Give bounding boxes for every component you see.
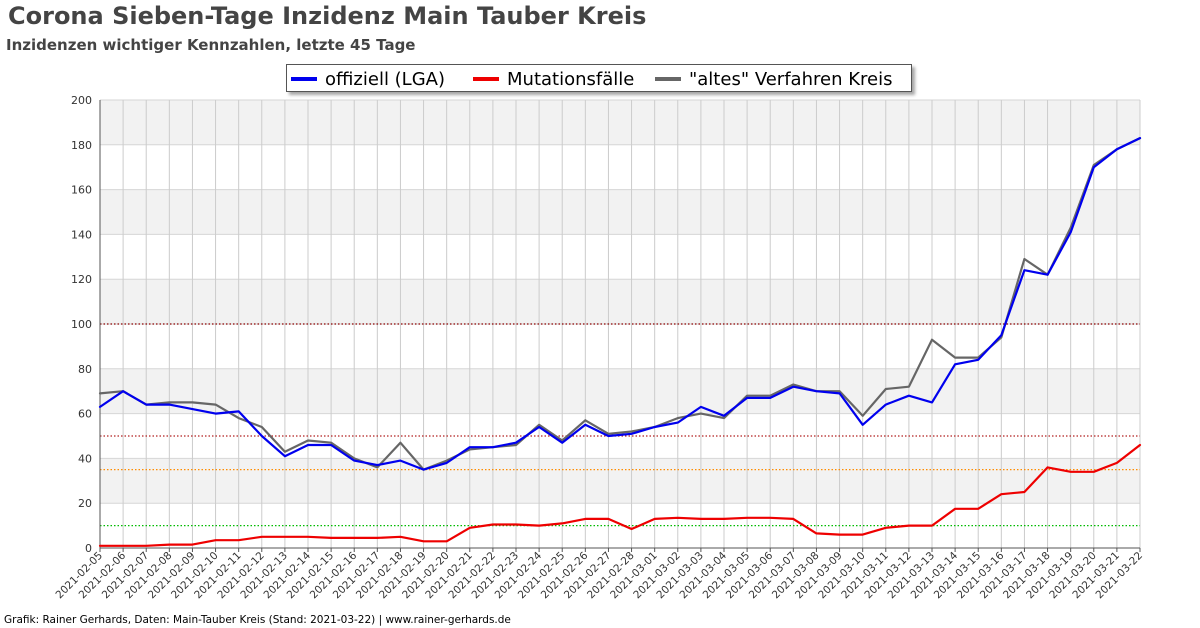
y-tick-label: 20 bbox=[78, 497, 92, 510]
series-line-2 bbox=[98, 137, 1142, 471]
legend-swatch-offiziell bbox=[291, 77, 317, 81]
legend-swatch-mutationsfaelle bbox=[473, 77, 499, 81]
legend-swatch-altes-verfahren bbox=[655, 77, 681, 81]
y-tick-label: 0 bbox=[85, 542, 92, 555]
y-tick-label: 200 bbox=[71, 94, 92, 107]
legend: offiziell (LGA) Mutationsfälle "altes" V… bbox=[286, 64, 912, 92]
y-tick-label: 180 bbox=[71, 139, 92, 152]
legend-item-mutationsfaelle: Mutationsfälle bbox=[473, 68, 634, 90]
legend-item-altes-verfahren: "altes" Verfahren Kreis bbox=[655, 68, 892, 90]
grid-band bbox=[100, 100, 1140, 145]
legend-label-offiziell: offiziell (LGA) bbox=[325, 68, 445, 90]
y-tick-label: 120 bbox=[71, 273, 92, 286]
grid-band bbox=[100, 279, 1140, 324]
series-line-0 bbox=[98, 137, 1142, 471]
chart-plot: 0204060801001201401601802002021-02-05202… bbox=[53, 94, 1145, 601]
y-tick-label: 80 bbox=[78, 363, 92, 376]
footer-credits: Grafik: Rainer Gerhards, Daten: Main-Tau… bbox=[4, 614, 511, 626]
grid-band bbox=[100, 189, 1140, 235]
y-tick-label: 160 bbox=[71, 184, 92, 197]
y-tick-label: 100 bbox=[71, 318, 92, 331]
y-tick-label: 60 bbox=[78, 408, 92, 421]
legend-label-mutationsfaelle: Mutationsfälle bbox=[507, 68, 635, 90]
grid-band bbox=[100, 458, 1140, 504]
chart-title: Corona Sieben-Tage Inzidenz Main Tauber … bbox=[8, 2, 647, 30]
chart-subtitle: Inzidenzen wichtiger Kennzahlen, letzte … bbox=[6, 36, 416, 54]
grid-band bbox=[100, 368, 1140, 414]
legend-label-altes-verfahren: "altes" Verfahren Kreis bbox=[689, 68, 893, 90]
y-tick-label: 140 bbox=[71, 228, 92, 241]
legend-item-offiziell: offiziell (LGA) bbox=[291, 68, 445, 90]
series-line-1 bbox=[98, 443, 1142, 547]
y-tick-label: 40 bbox=[78, 452, 92, 465]
